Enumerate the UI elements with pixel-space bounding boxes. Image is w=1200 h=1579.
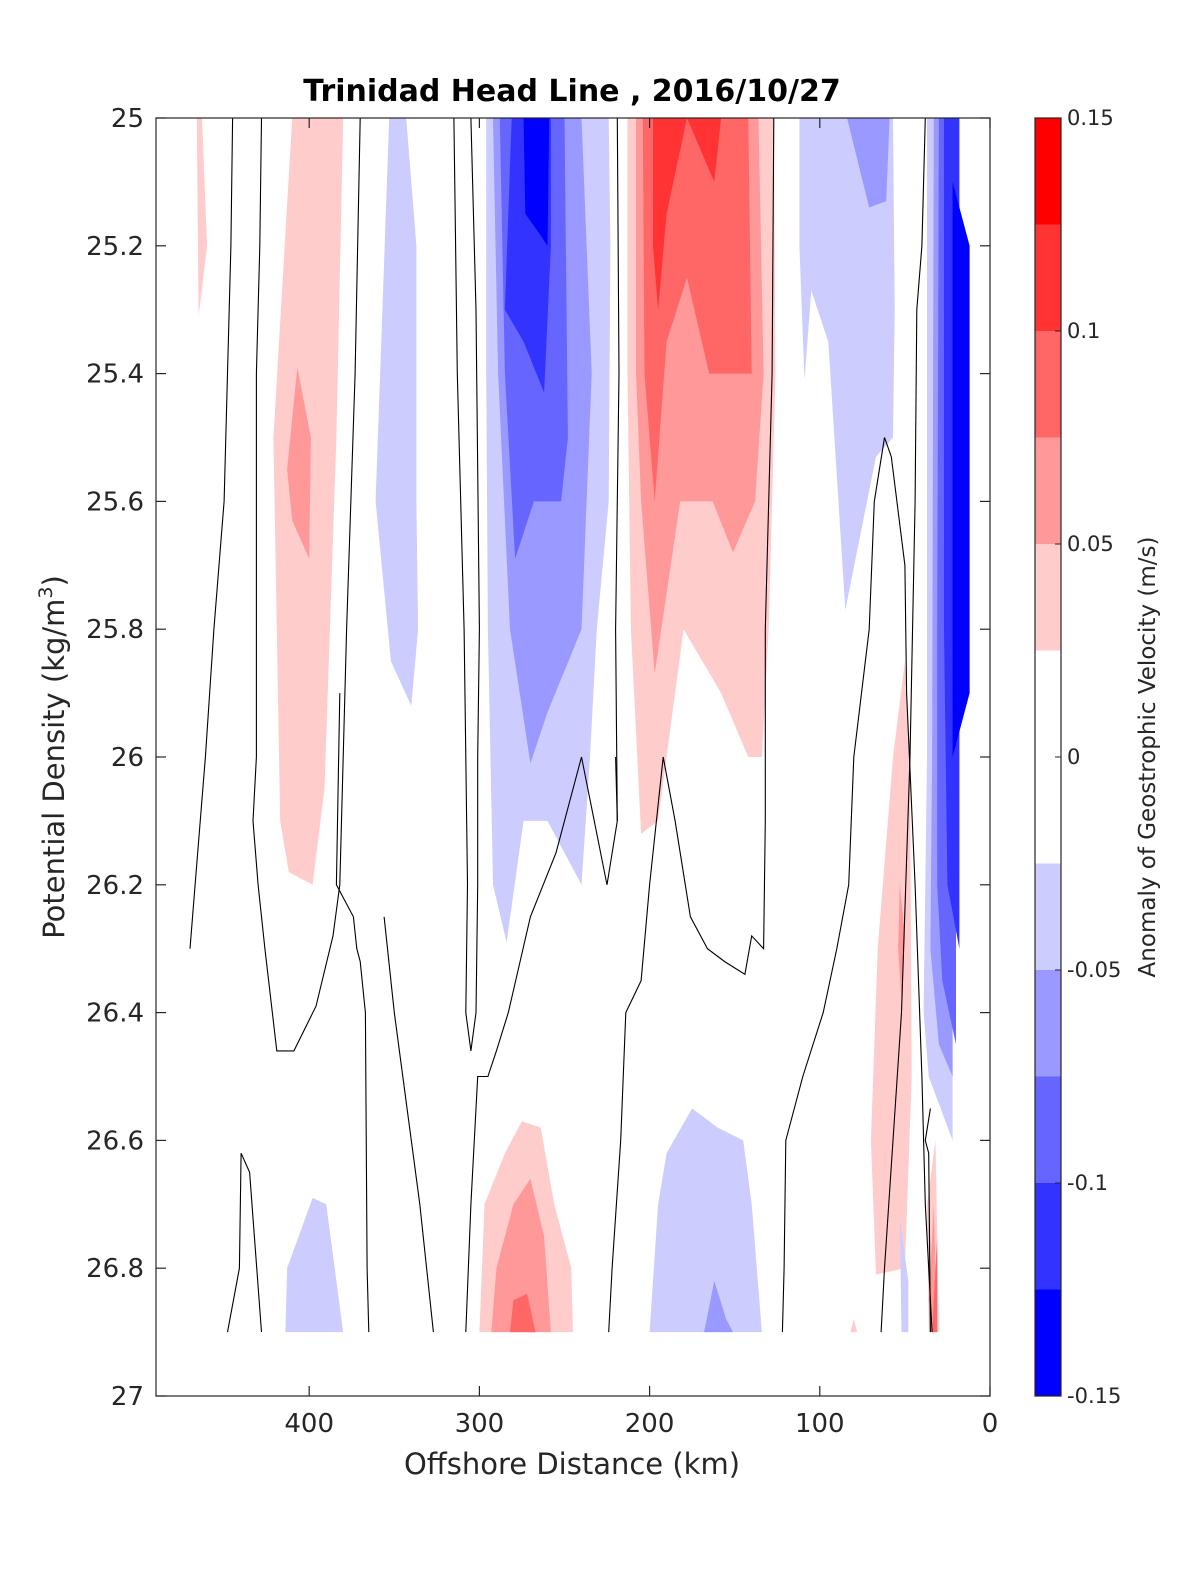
contour-region-3 xyxy=(375,118,419,706)
contour-line-6 xyxy=(465,756,618,1333)
x-axis-label: Offshore Distance (km) xyxy=(404,1447,740,1481)
colorbar-swatch-3 xyxy=(1035,970,1061,1077)
y-tick-label: 25.8 xyxy=(86,615,144,645)
y-tick-label: 26.6 xyxy=(86,1126,144,1156)
colorbar-label: Anomaly of Geostrophic Velocity (m/s) xyxy=(1135,537,1161,978)
contour-region-2 xyxy=(287,367,311,559)
contour-region-24 xyxy=(932,1236,938,1333)
x-tick-label: 100 xyxy=(795,1409,845,1439)
colorbar-tick-label: -0.05 xyxy=(1067,958,1121,982)
y-axis-label: Potential Density (kg/m3) xyxy=(35,575,71,939)
x-tick-label: 200 xyxy=(625,1409,675,1439)
contour-line-10 xyxy=(880,118,926,1333)
colorbar-tick-label: 0.05 xyxy=(1067,532,1114,556)
colorbar-ticks: 0.15 0.1 0.05 0 -0.05 -0.1 -0.15 xyxy=(1055,106,1121,1408)
x-tick-label: 300 xyxy=(455,1409,505,1439)
contour-line-1 xyxy=(252,118,361,1052)
colorbar-swatch-8 xyxy=(1035,331,1061,438)
contour-region-12 xyxy=(653,118,722,310)
colorbar-swatch-4 xyxy=(1035,863,1061,970)
contour-region-0 xyxy=(196,118,208,317)
contour-region-31 xyxy=(649,1108,762,1333)
contour-region-11 xyxy=(642,118,752,502)
contour-line-9 xyxy=(781,437,933,1333)
contour-lines xyxy=(189,118,933,1333)
colorbar-tick-label: 0 xyxy=(1067,745,1080,769)
contour-region-20 xyxy=(870,661,912,1275)
y-axis-ticks: 25 25.2 25.4 25.6 25.8 26 26.2 26.4 26.6 26.8 27 xyxy=(86,104,990,1412)
contour-region-8 xyxy=(523,118,550,246)
colorbar-tick-label: 0.15 xyxy=(1067,106,1114,130)
chart-title: Trinidad Head Line , 2016/10/27 xyxy=(303,74,840,109)
contour-line-2 xyxy=(453,118,480,1051)
contour-region-19 xyxy=(952,118,970,757)
contour-line-0 xyxy=(189,118,234,949)
colorbar xyxy=(1035,118,1061,1396)
x-axis-ticks: 400 300 200 100 0 xyxy=(284,118,998,1439)
colorbar-swatch-6 xyxy=(1035,544,1061,651)
y-tick-label: 25.4 xyxy=(86,360,144,390)
y-tick-label: 27 xyxy=(111,1382,144,1412)
colorbar-swatch-10 xyxy=(1035,118,1061,225)
contour-line-4 xyxy=(335,693,370,1333)
x-tick-label: 0 xyxy=(982,1409,999,1439)
y-axis-label-superscript: 3 xyxy=(35,586,57,598)
contour-region-30 xyxy=(510,1293,536,1333)
x-tick-label: 400 xyxy=(284,1409,334,1439)
colorbar-tick-label: -0.1 xyxy=(1067,1171,1108,1195)
y-tick-label: 25 xyxy=(111,104,144,134)
filled-contours xyxy=(196,118,970,1333)
contour-line-5 xyxy=(383,916,434,1333)
y-tick-label: 26 xyxy=(111,743,144,773)
y-tick-label: 25.2 xyxy=(86,232,144,262)
y-tick-label: 26.8 xyxy=(86,1254,144,1284)
y-axis-label-close: ) xyxy=(37,575,71,586)
contour-line-8 xyxy=(608,118,775,1333)
contour-region-29 xyxy=(491,1178,551,1333)
y-tick-label: 25.6 xyxy=(86,487,144,517)
contour-region-26 xyxy=(850,1319,858,1333)
y-tick-label: 26.4 xyxy=(86,999,144,1029)
contour-region-21 xyxy=(898,884,905,1000)
colorbar-tick-label: 0.1 xyxy=(1067,319,1100,343)
y-tick-label: 26.2 xyxy=(86,871,144,901)
contour-region-32 xyxy=(704,1281,733,1333)
colorbar-swatch-7 xyxy=(1035,437,1061,544)
colorbar-swatch-0 xyxy=(1035,1289,1061,1396)
contour-region-14 xyxy=(847,118,890,208)
contour-region-13 xyxy=(799,118,895,610)
colorbar-swatch-1 xyxy=(1035,1183,1061,1290)
colorbar-swatch-9 xyxy=(1035,224,1061,331)
contour-line-3 xyxy=(226,1152,263,1333)
contour-region-25 xyxy=(899,1217,909,1333)
contour-line-7 xyxy=(615,118,620,821)
colorbar-tick-label: -0.15 xyxy=(1067,1384,1121,1408)
contour-line-11 xyxy=(924,1108,931,1333)
y-axis-label-main: Potential Density (kg/m xyxy=(37,599,71,939)
contour-region-27 xyxy=(285,1197,344,1333)
colorbar-swatch-2 xyxy=(1035,1076,1061,1183)
